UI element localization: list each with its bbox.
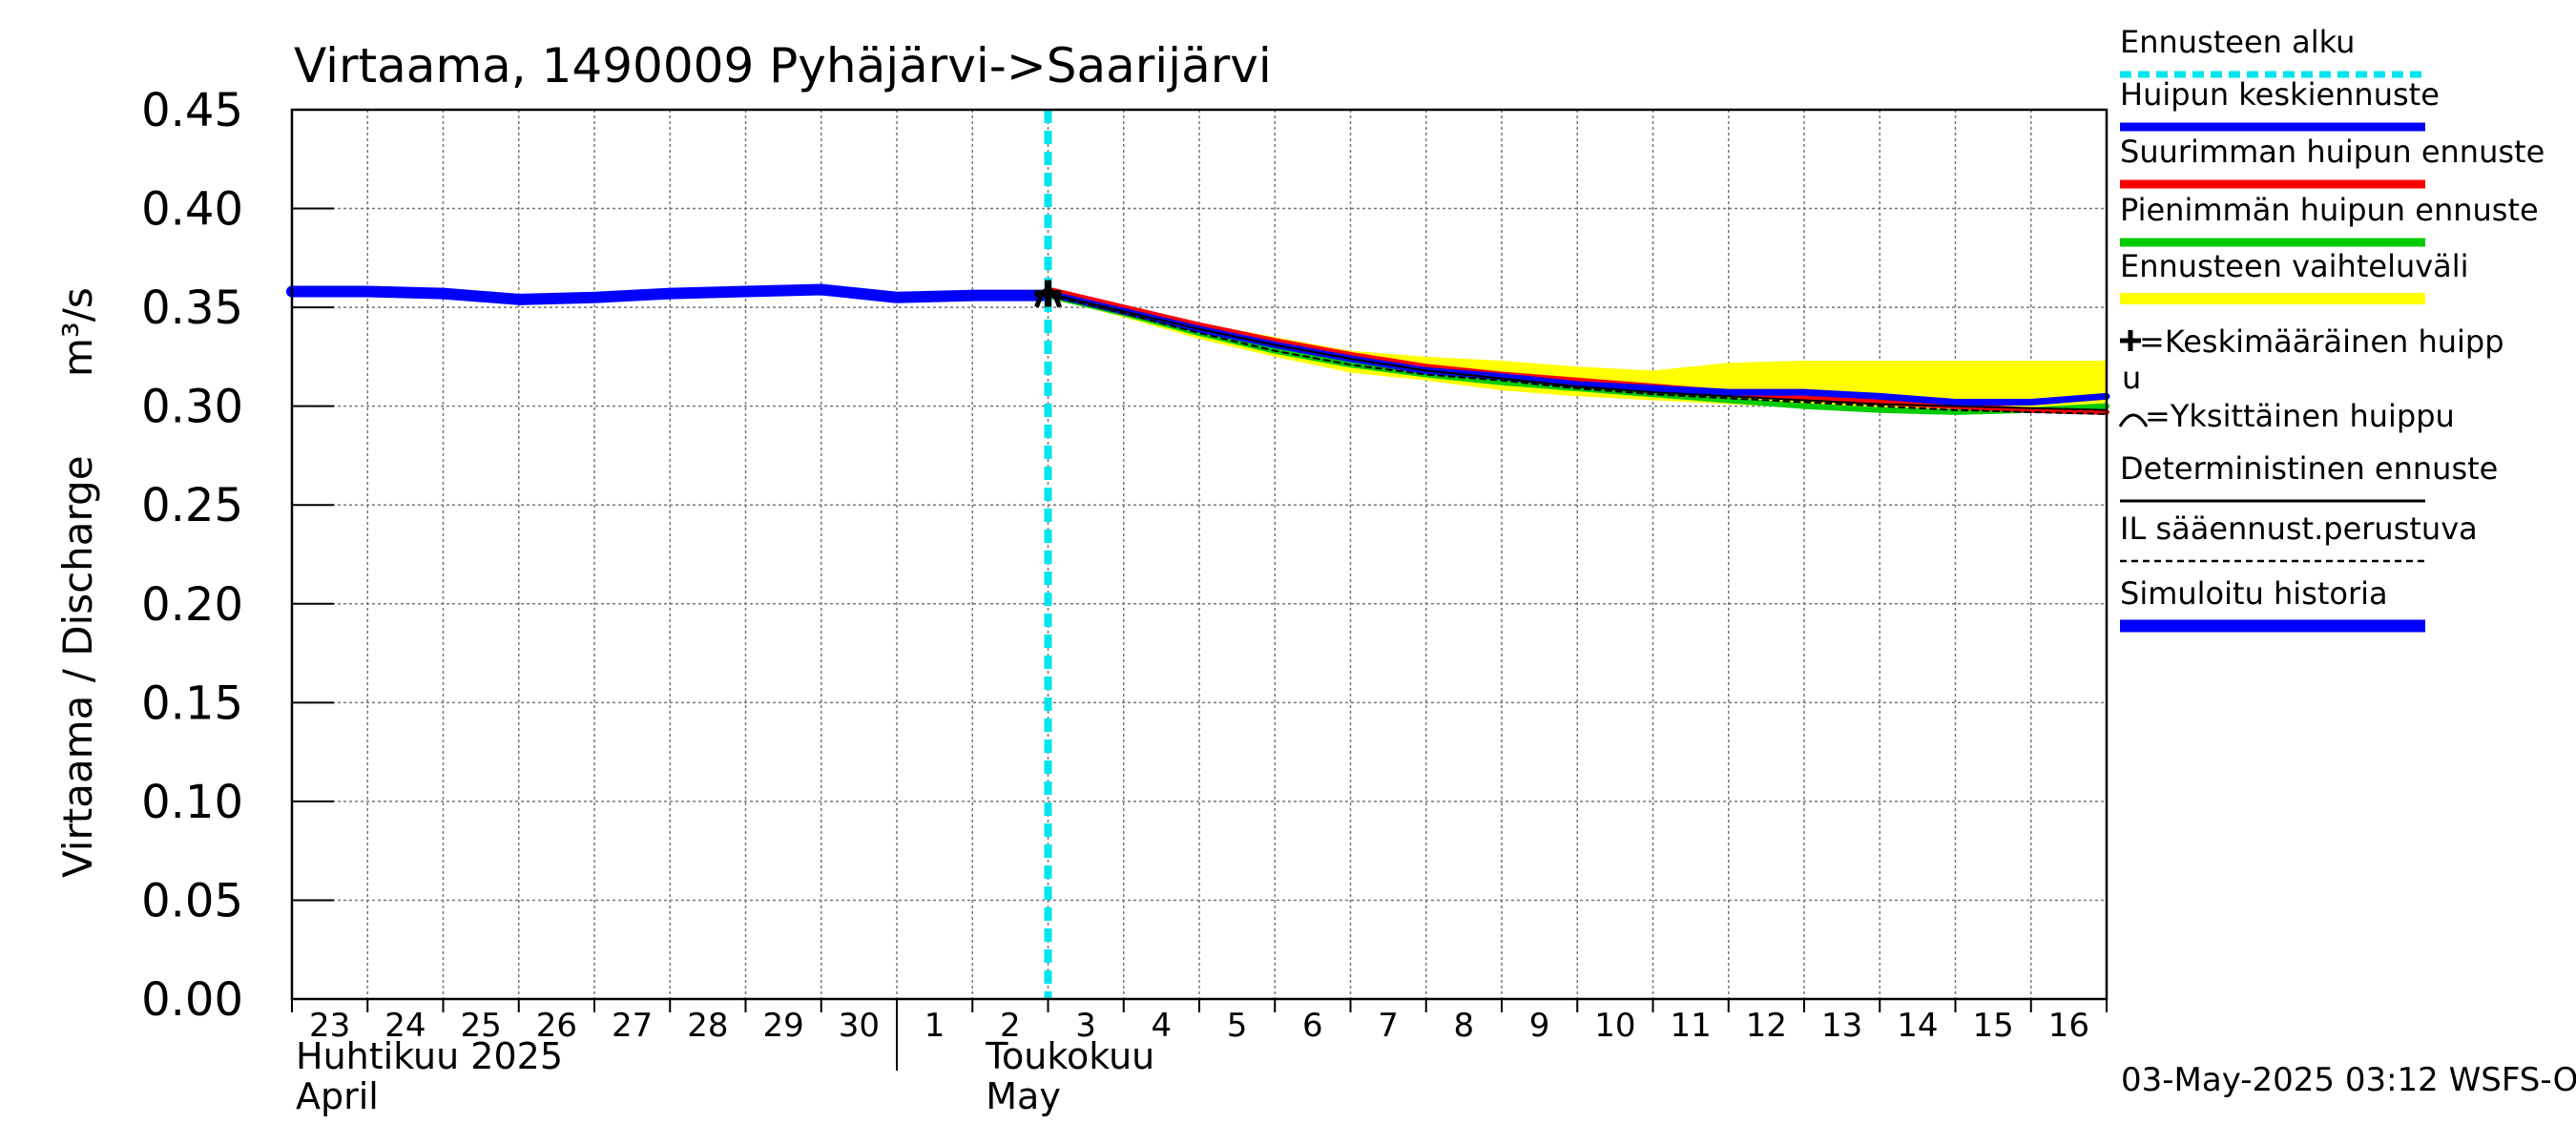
x-tick-label: 27 [612, 1007, 653, 1045]
x-tick-label: 23 [309, 1007, 350, 1045]
y-tick-label: 0.25 [141, 479, 243, 532]
footer-timestamp: 03-May-2025 03:12 WSFS-O [2121, 1061, 2576, 1099]
y-tick-label: 0.30 [141, 381, 243, 434]
y-tick-label: 0.40 [141, 183, 243, 237]
y-tick-label: 0.35 [141, 281, 243, 335]
month-label-fi: Huhtikuu 2025 [296, 1035, 563, 1077]
legend-item: Suurimman huipun ennuste [2120, 134, 2545, 189]
x-tick-label: 10 [1594, 1007, 1635, 1045]
x-tick-label: 26 [536, 1007, 577, 1045]
x-tick-label: 5 [1227, 1007, 1248, 1045]
y-tick-label: 0.00 [141, 973, 243, 1027]
legend-label: Simuloitu historia [2120, 575, 2388, 612]
legend-item: Huipun keskiennuste [2120, 76, 2440, 132]
legend-item: Deterministinen ennuste [2120, 450, 2498, 503]
y-tick-label: 0.05 [141, 874, 243, 927]
legend-label: Deterministinen ennuste [2120, 450, 2498, 487]
x-tick-label: 15 [1972, 1007, 2013, 1045]
y-axis-unit: m³/s [54, 287, 101, 377]
legend-label: Huipun keskiennuste [2120, 76, 2440, 113]
y-tick-label: 0.10 [141, 776, 243, 829]
series-il-saaennust-perustuva [1047, 294, 2108, 415]
legend: Ennusteen alku Huipun keskiennuste Suurimm… [2118, 24, 2545, 633]
x-tick-label: 12 [1746, 1007, 1787, 1045]
month-label-en: May [986, 1075, 1061, 1117]
x-tick-label: 6 [1302, 1007, 1323, 1045]
x-tick-label: 1 [924, 1007, 945, 1045]
grid [292, 110, 2107, 999]
y-axis-label: Virtaama / Discharge [54, 455, 101, 878]
legend-item: Ennusteen vaihteluväli [2120, 248, 2469, 304]
mean-peak-marker [1034, 280, 1062, 307]
x-tick-label: 2 [1000, 1007, 1021, 1045]
x-tick-label: 28 [687, 1007, 728, 1045]
legend-label: Suurimman huipun ennuste [2120, 134, 2545, 170]
legend-label: u [2122, 360, 2141, 396]
x-tick-label: 30 [839, 1007, 880, 1045]
month-label-en: April [296, 1075, 379, 1117]
legend-label: IL sääennust.perustuva [2120, 510, 2478, 547]
legend-label: =Keskimääräinen huipp [2139, 323, 2504, 360]
x-tick-label: 24 [384, 1007, 426, 1045]
plot-frame [290, 108, 2109, 1001]
legend-label: Ennusteen alku [2120, 24, 2355, 60]
legend-item: =Yksittäinen huippu [2118, 398, 2455, 434]
x-tick-label: 16 [2048, 1007, 2089, 1045]
legend-arc-icon [2118, 413, 2149, 427]
chart-title: Virtaama, 1490009 Pyhäjärvi->Saarijärvi [294, 38, 1272, 94]
x-tick-label: 29 [762, 1007, 803, 1045]
month-label-fi: Toukokuu [985, 1035, 1154, 1077]
x-tick-label: 8 [1454, 1007, 1475, 1045]
x-tick-label: 25 [460, 1007, 501, 1045]
x-tick-label: 7 [1378, 1007, 1399, 1045]
legend-item: Simuloitu historia [2120, 575, 2425, 633]
plot-area [286, 110, 2110, 999]
x-tick-label: 3 [1075, 1007, 1096, 1045]
axes: 0.00 0.05 0.10 0.15 0.20 0.25 0.30 0.35 0.40 0.45… [141, 84, 2109, 1117]
series-deterministinen-ennuste [1047, 292, 2108, 411]
y-tick-label: 0.20 [141, 578, 243, 632]
legend-label: Pienimmän huipun ennuste [2120, 192, 2539, 228]
x-tick-label: 11 [1670, 1007, 1711, 1045]
x-tick-label: 4 [1152, 1007, 1173, 1045]
x-tick-label: 13 [1821, 1007, 1862, 1045]
legend-label: =Yksittäinen huippu [2145, 398, 2455, 434]
forecast-range-band [1048, 289, 2107, 412]
y-tick-label: 0.15 [141, 677, 243, 730]
legend-item: IL sääennust.perustuva [2120, 510, 2478, 563]
legend-item: Pienimmän huipun ennuste [2120, 192, 2539, 247]
y-tick-label: 0.45 [141, 84, 243, 137]
legend-item: Ennusteen alku [2120, 24, 2425, 78]
legend-plus-icon [2120, 330, 2141, 351]
single-peak-marker [1034, 287, 1062, 308]
legend-item: =Keskimääräinen huippu [2120, 323, 2504, 396]
series-simuloitu-historia [286, 283, 1054, 305]
legend-label: Ennusteen vaihteluväli [2120, 248, 2469, 284]
x-tick-label: 14 [1897, 1007, 1938, 1045]
x-tick-label: 9 [1529, 1007, 1550, 1045]
